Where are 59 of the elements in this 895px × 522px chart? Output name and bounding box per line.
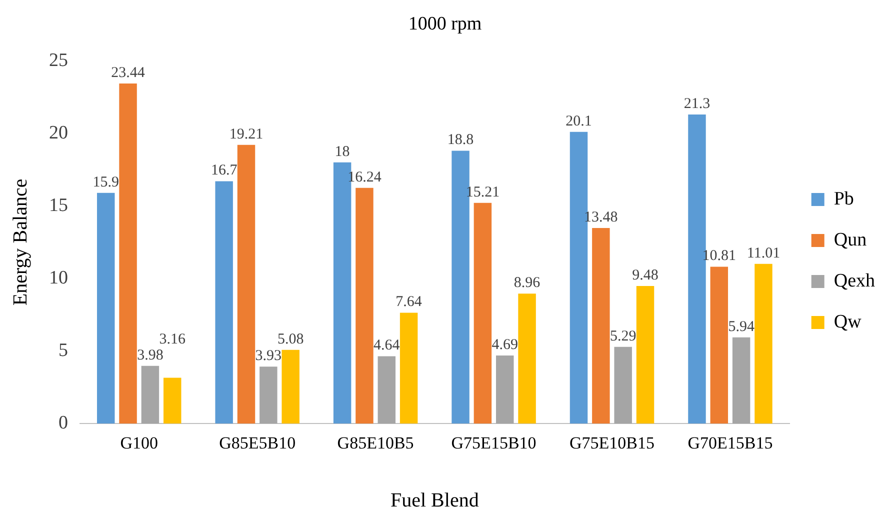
bar bbox=[754, 264, 772, 424]
data-label: 23.44 bbox=[111, 64, 146, 81]
data-label: 18 bbox=[334, 144, 350, 160]
y-tick-label: 0 bbox=[58, 412, 68, 434]
legend-label: Qw bbox=[834, 311, 862, 332]
bar bbox=[141, 366, 160, 424]
bar bbox=[378, 356, 396, 424]
data-label: 16.7 bbox=[210, 162, 238, 179]
bar bbox=[215, 181, 233, 424]
bar bbox=[237, 144, 256, 424]
bar bbox=[260, 366, 278, 424]
data-label: 3.98 bbox=[137, 347, 164, 364]
y-tick-label: 20 bbox=[49, 122, 68, 144]
legend-label: Pb bbox=[834, 188, 854, 210]
x-tick-label: G70E15B15 bbox=[688, 433, 773, 452]
data-label: 5.29 bbox=[610, 328, 636, 344]
data-label: 18.8 bbox=[447, 132, 474, 148]
data-label: 3.93 bbox=[255, 348, 282, 364]
bar bbox=[518, 294, 536, 424]
data-label: 15.9 bbox=[92, 174, 119, 190]
data-label: 4.64 bbox=[374, 338, 400, 354]
bar bbox=[400, 312, 418, 424]
x-axis-title: Fuel Blend bbox=[390, 489, 479, 512]
chart-title: 1000 rpm bbox=[408, 13, 482, 34]
data-label: 5.08 bbox=[277, 331, 304, 348]
y-axis-title: Energy Balance bbox=[9, 178, 32, 306]
y-tick-label: 25 bbox=[49, 50, 68, 71]
data-label: 20.1 bbox=[566, 113, 592, 130]
bar bbox=[592, 228, 610, 424]
bar bbox=[96, 192, 115, 424]
bar bbox=[732, 337, 750, 424]
data-label: 19.21 bbox=[229, 126, 264, 142]
bar bbox=[282, 350, 300, 424]
x-tick-label: G85E5B10 bbox=[219, 433, 296, 452]
bar bbox=[356, 188, 374, 424]
data-label: 7.64 bbox=[396, 294, 422, 310]
data-label: 8.96 bbox=[514, 275, 541, 292]
data-label: 3.16 bbox=[159, 331, 186, 348]
bar bbox=[119, 83, 137, 424]
bar bbox=[496, 356, 514, 424]
y-tick-label: 15 bbox=[49, 194, 68, 216]
legend-label: Qexh bbox=[834, 270, 876, 292]
bar bbox=[636, 286, 654, 424]
bar bbox=[474, 202, 492, 424]
bar bbox=[163, 378, 182, 424]
data-label: 4.69 bbox=[492, 336, 518, 353]
y-tick-label: 10 bbox=[49, 267, 68, 288]
data-label: 9.48 bbox=[632, 267, 658, 284]
y-tick-label: 5 bbox=[58, 340, 68, 362]
x-tick-label: G75E15B10 bbox=[451, 433, 536, 452]
data-label: 5.94 bbox=[728, 318, 755, 335]
x-tick-label: G100 bbox=[120, 433, 158, 452]
legend-label: Qun bbox=[834, 229, 868, 250]
x-tick-label: G85E10B5 bbox=[337, 433, 414, 452]
x-tick-label: G75E10B15 bbox=[570, 433, 655, 452]
bar bbox=[614, 346, 632, 424]
data-label: 21.3 bbox=[684, 96, 710, 112]
bar bbox=[710, 266, 728, 424]
data-label: 11.01 bbox=[746, 245, 780, 262]
